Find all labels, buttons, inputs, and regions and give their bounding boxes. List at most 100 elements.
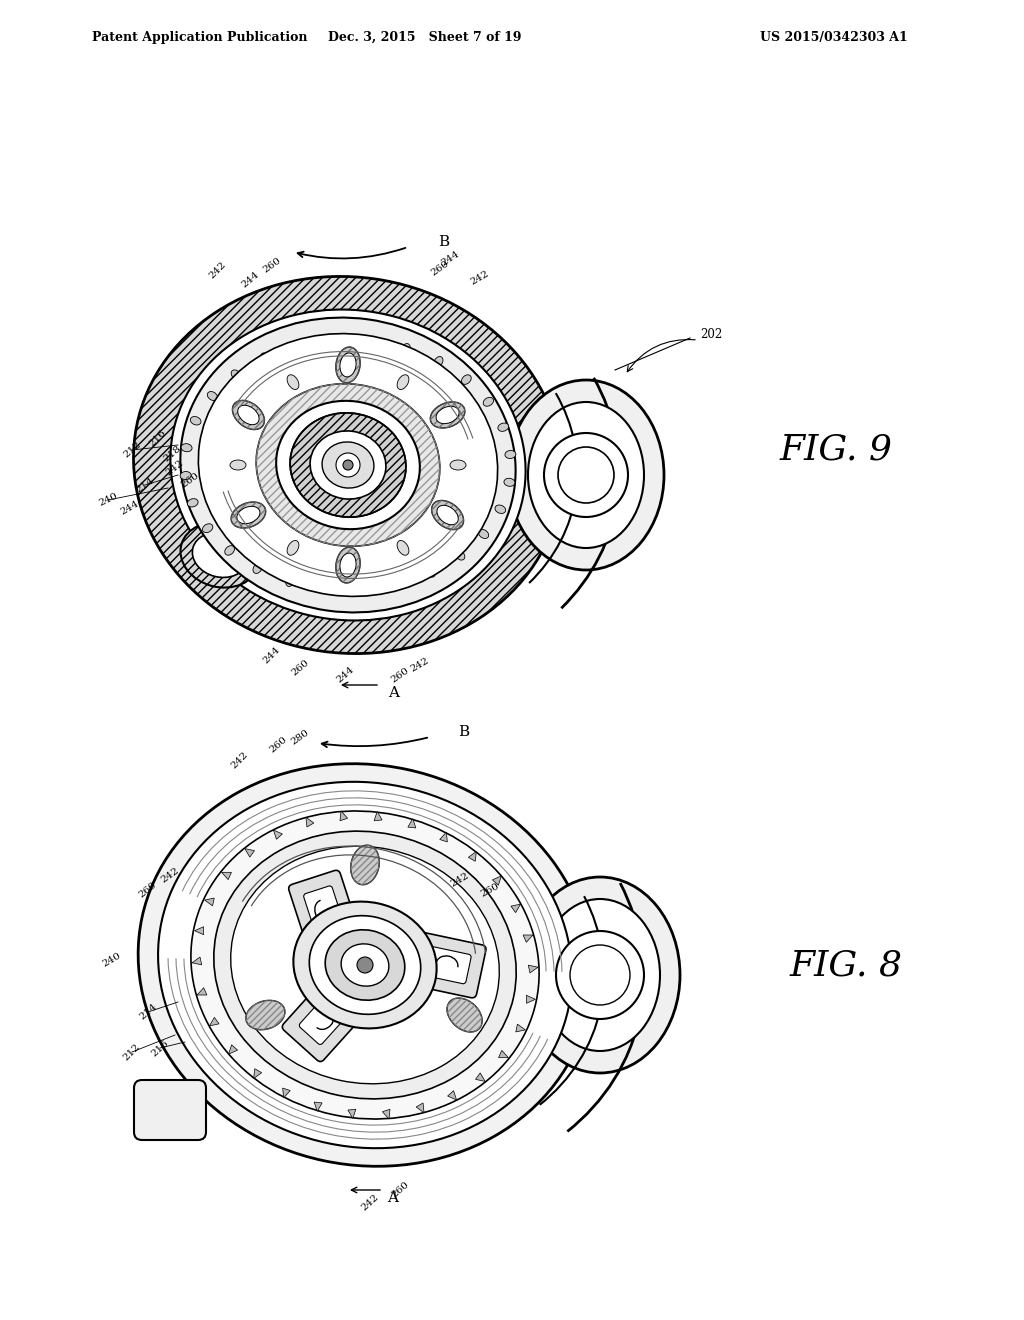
Polygon shape bbox=[273, 830, 283, 840]
Ellipse shape bbox=[261, 352, 269, 363]
Polygon shape bbox=[499, 1051, 508, 1057]
Ellipse shape bbox=[528, 403, 644, 548]
Polygon shape bbox=[197, 987, 207, 995]
Ellipse shape bbox=[293, 902, 436, 1028]
Ellipse shape bbox=[256, 384, 439, 546]
Ellipse shape bbox=[286, 576, 294, 586]
Text: B: B bbox=[458, 725, 469, 739]
Polygon shape bbox=[195, 927, 204, 935]
Ellipse shape bbox=[367, 337, 375, 347]
Ellipse shape bbox=[357, 583, 366, 594]
Text: 242: 242 bbox=[469, 269, 490, 286]
Ellipse shape bbox=[190, 810, 539, 1119]
Ellipse shape bbox=[436, 407, 459, 424]
Ellipse shape bbox=[203, 524, 213, 533]
Polygon shape bbox=[205, 898, 214, 906]
Polygon shape bbox=[374, 812, 382, 821]
Text: 260: 260 bbox=[261, 256, 283, 275]
Ellipse shape bbox=[340, 352, 356, 378]
FancyBboxPatch shape bbox=[289, 870, 359, 952]
Ellipse shape bbox=[253, 564, 262, 573]
Ellipse shape bbox=[340, 553, 356, 577]
Text: 280: 280 bbox=[289, 727, 310, 746]
Polygon shape bbox=[382, 1109, 390, 1119]
Text: 218: 218 bbox=[162, 444, 182, 463]
Text: 202: 202 bbox=[700, 329, 722, 342]
Polygon shape bbox=[348, 1109, 356, 1118]
Ellipse shape bbox=[170, 309, 525, 620]
Ellipse shape bbox=[294, 342, 302, 352]
Circle shape bbox=[570, 945, 630, 1005]
Ellipse shape bbox=[393, 578, 401, 589]
Text: 260: 260 bbox=[479, 882, 501, 899]
Ellipse shape bbox=[180, 523, 259, 587]
FancyBboxPatch shape bbox=[423, 946, 471, 983]
Ellipse shape bbox=[508, 380, 664, 570]
Polygon shape bbox=[416, 1104, 424, 1113]
Text: 240: 240 bbox=[97, 492, 119, 508]
Text: 242: 242 bbox=[160, 866, 180, 884]
Polygon shape bbox=[523, 935, 532, 942]
Ellipse shape bbox=[238, 405, 259, 425]
Polygon shape bbox=[228, 1044, 238, 1055]
Ellipse shape bbox=[181, 444, 193, 451]
Ellipse shape bbox=[276, 401, 420, 529]
Text: Patent Application Publication: Patent Application Publication bbox=[92, 30, 307, 44]
FancyBboxPatch shape bbox=[408, 932, 486, 998]
Ellipse shape bbox=[231, 502, 265, 528]
Ellipse shape bbox=[230, 459, 246, 470]
Ellipse shape bbox=[505, 450, 516, 458]
Ellipse shape bbox=[504, 478, 515, 486]
Ellipse shape bbox=[190, 417, 201, 425]
Text: 244: 244 bbox=[262, 644, 283, 665]
Polygon shape bbox=[439, 832, 447, 842]
Text: 240: 240 bbox=[101, 952, 123, 969]
Ellipse shape bbox=[133, 276, 562, 653]
Text: 214: 214 bbox=[137, 1002, 159, 1022]
Ellipse shape bbox=[430, 403, 465, 428]
Ellipse shape bbox=[478, 529, 488, 539]
Polygon shape bbox=[283, 1088, 290, 1098]
Ellipse shape bbox=[287, 375, 299, 389]
Polygon shape bbox=[447, 1090, 457, 1100]
Ellipse shape bbox=[462, 375, 471, 384]
Polygon shape bbox=[340, 810, 347, 821]
Ellipse shape bbox=[237, 507, 260, 524]
Circle shape bbox=[556, 931, 644, 1019]
Text: FIG. 8: FIG. 8 bbox=[790, 948, 903, 982]
Ellipse shape bbox=[246, 1001, 285, 1030]
Text: US 2015/0342303 A1: US 2015/0342303 A1 bbox=[760, 30, 907, 44]
Text: 260: 260 bbox=[290, 659, 310, 678]
FancyBboxPatch shape bbox=[134, 1080, 206, 1140]
Polygon shape bbox=[511, 904, 520, 912]
Ellipse shape bbox=[138, 764, 592, 1167]
Ellipse shape bbox=[199, 334, 498, 597]
Text: 260: 260 bbox=[267, 735, 289, 755]
Text: 244: 244 bbox=[439, 248, 461, 267]
Text: 260: 260 bbox=[179, 471, 201, 490]
Text: 212: 212 bbox=[122, 1041, 142, 1063]
Text: 260: 260 bbox=[389, 665, 411, 684]
Ellipse shape bbox=[495, 506, 506, 513]
Ellipse shape bbox=[431, 500, 464, 529]
Text: 244: 244 bbox=[119, 499, 141, 517]
Ellipse shape bbox=[309, 916, 421, 1014]
Ellipse shape bbox=[323, 442, 374, 488]
Ellipse shape bbox=[397, 540, 409, 556]
Ellipse shape bbox=[520, 876, 680, 1073]
Text: 242: 242 bbox=[208, 260, 228, 280]
Ellipse shape bbox=[483, 397, 494, 407]
Text: 260: 260 bbox=[137, 880, 159, 900]
Ellipse shape bbox=[498, 422, 509, 432]
Ellipse shape bbox=[193, 532, 248, 577]
Ellipse shape bbox=[287, 540, 299, 556]
Polygon shape bbox=[516, 1024, 525, 1032]
Polygon shape bbox=[314, 1102, 323, 1111]
Text: 260: 260 bbox=[429, 259, 451, 277]
Ellipse shape bbox=[456, 550, 465, 560]
Circle shape bbox=[544, 433, 628, 517]
Ellipse shape bbox=[230, 846, 500, 1084]
Ellipse shape bbox=[426, 566, 435, 577]
Polygon shape bbox=[493, 876, 502, 886]
Ellipse shape bbox=[350, 845, 379, 884]
